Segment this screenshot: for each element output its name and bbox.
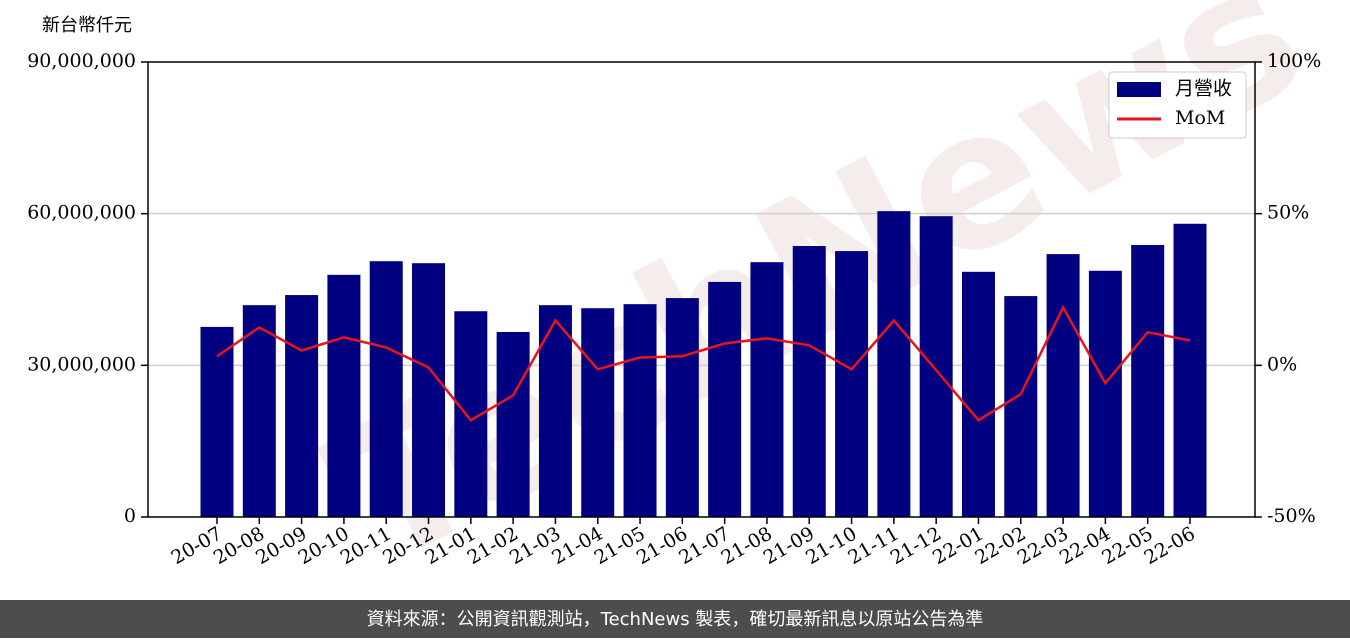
bar (1131, 245, 1165, 517)
bar (369, 261, 403, 517)
bar (285, 295, 319, 517)
legend-label: 月營收 (1175, 78, 1232, 100)
bar (961, 271, 995, 517)
bar (412, 263, 446, 517)
plot-frame (147, 61, 1256, 518)
bar (877, 211, 911, 517)
bar (665, 298, 699, 517)
legend-label: MoM (1175, 107, 1225, 129)
legend-swatch (1117, 82, 1161, 97)
bar (496, 331, 530, 517)
y2-tick-label: 50% (1267, 202, 1309, 224)
bar (538, 305, 572, 517)
bar (200, 326, 234, 517)
y-axis-label: 新台幣仟元 (42, 15, 132, 36)
y2-tick-label: -50% (1267, 505, 1316, 527)
bar (708, 281, 742, 517)
footer-band (0, 600, 1350, 638)
bar (1088, 270, 1122, 517)
y-tick-label: 0 (124, 505, 136, 527)
y2-tick-label: 100% (1267, 50, 1321, 72)
bar (1004, 296, 1038, 517)
bar (1046, 254, 1080, 517)
footer: 資料來源：公開資訊觀測站，TechNews 製表，確切最新訊息以原站公告為準 (367, 609, 984, 630)
bar (327, 274, 361, 517)
bar (750, 262, 784, 517)
y-tick-label: 60,000,000 (27, 202, 136, 224)
bar (792, 246, 826, 517)
bar (1173, 223, 1207, 517)
bar (581, 308, 615, 517)
y-tick-label: 90,000,000 (27, 50, 136, 72)
y-tick-label: 30,000,000 (27, 353, 136, 375)
bar (835, 251, 869, 518)
bar (919, 216, 953, 517)
line (216, 304, 1191, 422)
bar (242, 305, 276, 517)
y2-tick-label: 0% (1267, 353, 1297, 375)
bar (623, 304, 657, 517)
